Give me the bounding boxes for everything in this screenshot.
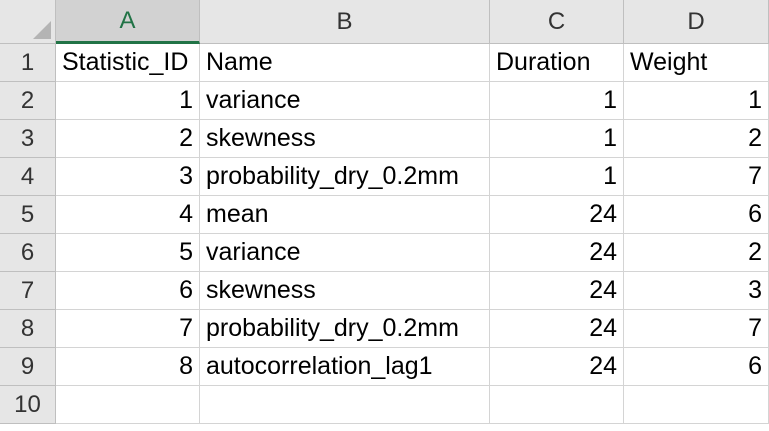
cell-a6[interactable]: 5	[56, 234, 200, 272]
cell-a9[interactable]: 8	[56, 348, 200, 386]
cell-b7[interactable]: skewness	[200, 272, 490, 310]
cell-d3[interactable]: 2	[624, 120, 769, 158]
cell-c10[interactable]	[490, 386, 624, 424]
cell-b3[interactable]: skewness	[200, 120, 490, 158]
column-header-b[interactable]: B	[200, 0, 490, 44]
cell-b6[interactable]: variance	[200, 234, 490, 272]
row-header-1[interactable]: 1	[0, 44, 56, 82]
cell-d8[interactable]: 7	[624, 310, 769, 348]
cell-a8[interactable]: 7	[56, 310, 200, 348]
cell-a2[interactable]: 1	[56, 82, 200, 120]
cell-c9[interactable]: 24	[490, 348, 624, 386]
cell-b4[interactable]: probability_dry_0.2mm	[200, 158, 490, 196]
cell-d6[interactable]: 2	[624, 234, 769, 272]
column-header-d[interactable]: D	[624, 0, 769, 44]
cell-a4[interactable]: 3	[56, 158, 200, 196]
cell-d2[interactable]: 1	[624, 82, 769, 120]
select-all-corner[interactable]	[0, 0, 56, 44]
cell-a10[interactable]	[56, 386, 200, 424]
cell-c3[interactable]: 1	[490, 120, 624, 158]
row-header-9[interactable]: 9	[0, 348, 56, 386]
cell-c8[interactable]: 24	[490, 310, 624, 348]
cell-c6[interactable]: 24	[490, 234, 624, 272]
cell-d9[interactable]: 6	[624, 348, 769, 386]
cell-b2[interactable]: variance	[200, 82, 490, 120]
row-header-10[interactable]: 10	[0, 386, 56, 424]
cell-c4[interactable]: 1	[490, 158, 624, 196]
cell-c5[interactable]: 24	[490, 196, 624, 234]
cell-c2[interactable]: 1	[490, 82, 624, 120]
cell-d1[interactable]: Weight	[624, 44, 769, 82]
cell-d4[interactable]: 7	[624, 158, 769, 196]
cell-b9[interactable]: autocorrelation_lag1	[200, 348, 490, 386]
cell-b10[interactable]	[200, 386, 490, 424]
cell-b1[interactable]: Name	[200, 44, 490, 82]
cell-c1[interactable]: Duration	[490, 44, 624, 82]
cell-a5[interactable]: 4	[56, 196, 200, 234]
cell-d5[interactable]: 6	[624, 196, 769, 234]
row-header-4[interactable]: 4	[0, 158, 56, 196]
cell-a3[interactable]: 2	[56, 120, 200, 158]
cell-a1[interactable]: Statistic_ID	[56, 44, 200, 82]
cell-d10[interactable]	[624, 386, 769, 424]
cell-d7[interactable]: 3	[624, 272, 769, 310]
column-header-a[interactable]: A	[56, 0, 200, 44]
column-header-c[interactable]: C	[490, 0, 624, 44]
cell-c7[interactable]: 24	[490, 272, 624, 310]
select-all-triangle-icon	[33, 21, 51, 39]
cell-a7[interactable]: 6	[56, 272, 200, 310]
cell-b5[interactable]: mean	[200, 196, 490, 234]
row-header-2[interactable]: 2	[0, 82, 56, 120]
cell-b8[interactable]: probability_dry_0.2mm	[200, 310, 490, 348]
row-header-3[interactable]: 3	[0, 120, 56, 158]
row-header-5[interactable]: 5	[0, 196, 56, 234]
row-header-6[interactable]: 6	[0, 234, 56, 272]
row-header-8[interactable]: 8	[0, 310, 56, 348]
row-header-7[interactable]: 7	[0, 272, 56, 310]
